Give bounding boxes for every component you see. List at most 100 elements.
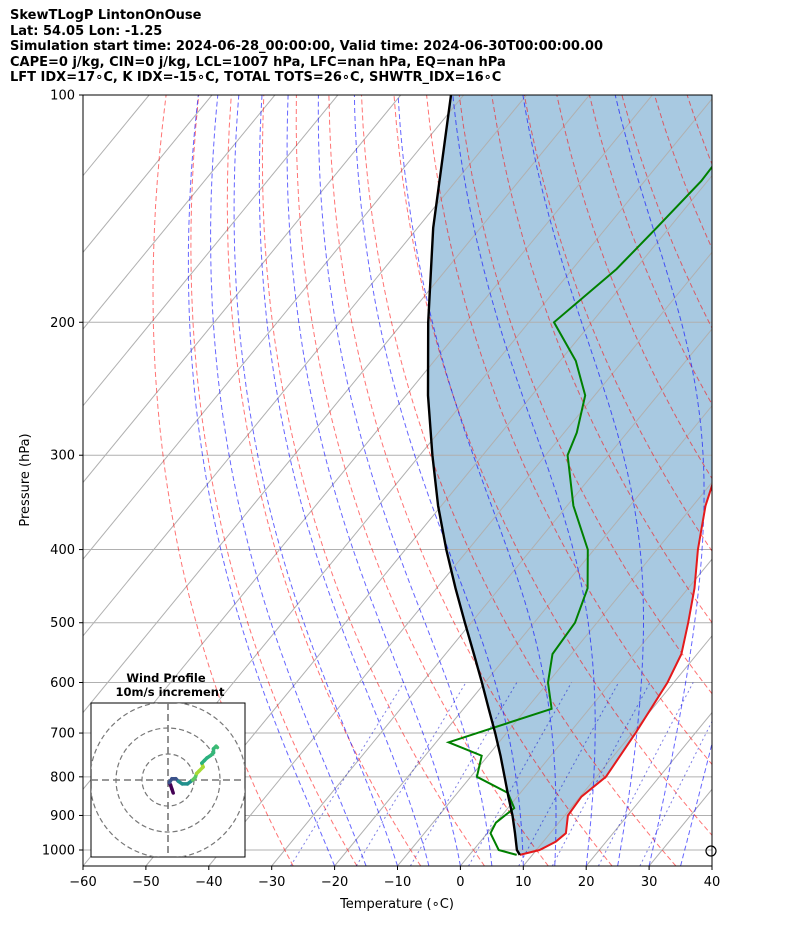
isotherm-line	[83, 95, 402, 484]
location-line: Lat: 54.05 Lon: -1.25	[10, 23, 163, 39]
wind-barb	[711, 278, 712, 280]
wind-barb	[712, 744, 749, 756]
wind-barb	[711, 549, 712, 551]
mixing-ratio-lines	[290, 682, 712, 866]
isotherm-line	[711, 865, 712, 866]
moist-adiabat	[614, 95, 705, 866]
profiles	[426, 95, 712, 856]
wind-barb	[711, 140, 712, 141]
title-block: SkewTLogP LintonOnOuse Lat: 54.05 Lon: -…	[10, 8, 603, 86]
isotherm-line	[83, 95, 465, 560]
hodograph-subtitle: 10m/s increment	[116, 685, 225, 699]
dry-adiabats	[152, 95, 794, 866]
y-tick-label: 400	[50, 543, 75, 558]
y-tick-label: 600	[50, 676, 75, 691]
moist-adiabat	[187, 95, 336, 866]
y-tick-label: 300	[50, 449, 75, 464]
x-tick-label: −60	[69, 875, 96, 890]
moist-adiabats	[187, 95, 712, 866]
wind-barb	[711, 227, 712, 228]
isotherm-line	[83, 95, 590, 714]
isotherm-line	[460, 558, 712, 866]
x-tick-label: −10	[384, 875, 411, 890]
temperature-line	[519, 482, 712, 856]
wind-barb	[711, 505, 712, 507]
x-tick-label: 10	[515, 875, 532, 890]
moist-adiabat	[317, 95, 493, 866]
wind-barb	[712, 576, 749, 588]
wind-barb	[711, 322, 712, 324]
dry-adiabat	[261, 95, 485, 866]
y-tick-label: 100	[50, 89, 75, 104]
dry-adiabat	[523, 95, 712, 552]
y-tick-label: 800	[50, 770, 75, 785]
dry-adiabat	[426, 95, 712, 766]
indices-line: LFT IDX=17∘C, K IDX=-15∘C, TOTAL TOTS=26…	[10, 70, 502, 85]
wind-barb	[711, 653, 712, 654]
moist-adiabat	[522, 95, 644, 866]
y-axis-label: Pressure (hPa)	[18, 433, 33, 526]
x-tick-label: −30	[258, 875, 285, 890]
isotherm-line	[585, 711, 712, 866]
x-axis-label: Temperature (∘C)	[339, 897, 454, 912]
moist-adiabat	[210, 95, 367, 866]
isotherm-line	[397, 481, 712, 866]
moist-adiabat	[397, 95, 557, 866]
dry-adiabat	[190, 95, 358, 866]
cape-line: CAPE=0 j/kg, CIN=0 j/kg, LCL=1007 hPa, L…	[10, 54, 506, 70]
y-tick-label: 900	[50, 809, 75, 824]
dry-adiabat	[491, 95, 712, 624]
mixing-ratio-line	[468, 682, 572, 866]
dry-adiabat	[152, 95, 294, 866]
wind-barbs	[711, 140, 749, 852]
wind-barb	[711, 395, 712, 397]
wind-barb	[712, 611, 749, 623]
dry-adiabat	[361, 95, 677, 866]
axes: −60 −50 −40 −30 −20 −10 0 10 20 30 40 100 200 300 400 5…	[42, 89, 720, 891]
isotherm-line	[334, 404, 712, 866]
wind-barb	[711, 815, 712, 817]
dewpoint-line	[445, 165, 712, 856]
wind-barb	[711, 426, 712, 428]
moist-adiabat	[258, 95, 430, 866]
x-tick-label: −20	[321, 875, 348, 890]
wind-barb	[711, 841, 712, 843]
isotherm-line	[145, 174, 712, 866]
moist-adiabat	[353, 95, 524, 866]
wind-barb	[711, 180, 712, 182]
hodograph-title: Wind Profile	[126, 671, 206, 685]
dry-adiabat	[226, 95, 422, 866]
mixing-ratio-line	[355, 682, 467, 866]
x-tick-label: 40	[704, 875, 721, 890]
mixing-ratio-line	[290, 682, 405, 866]
moist-adiabat	[233, 95, 398, 866]
wind-barb	[711, 455, 712, 456]
wind-barb	[711, 850, 712, 852]
isotherm-line	[271, 328, 712, 866]
x-tick-label: −50	[132, 875, 159, 890]
wind-barb	[712, 721, 749, 733]
isotherm-line	[522, 635, 712, 866]
dry-adiabat	[752, 95, 794, 866]
x-tick-label: 0	[456, 875, 464, 890]
calm-wind-marker	[705, 845, 717, 857]
chart-title: SkewTLogP LintonOnOuse	[10, 8, 202, 23]
hodograph-segment	[214, 744, 220, 750]
dry-adiabat	[720, 95, 794, 866]
moist-adiabat	[711, 864, 712, 866]
isotherm-line	[83, 95, 213, 254]
isotherm-line	[83, 95, 276, 330]
x-tick-label: −40	[195, 875, 222, 890]
wind-barb	[711, 833, 712, 835]
y-tick-label: 700	[50, 727, 75, 742]
mixing-ratio-line	[409, 682, 518, 866]
y-tick-label: 1000	[42, 844, 75, 859]
moist-adiabat	[286, 95, 461, 866]
dry-adiabat	[785, 95, 794, 866]
x-tick-label: 30	[641, 875, 658, 890]
wind-barb	[711, 681, 712, 683]
wind-barb	[711, 796, 712, 798]
isotherm-line	[83, 95, 527, 637]
